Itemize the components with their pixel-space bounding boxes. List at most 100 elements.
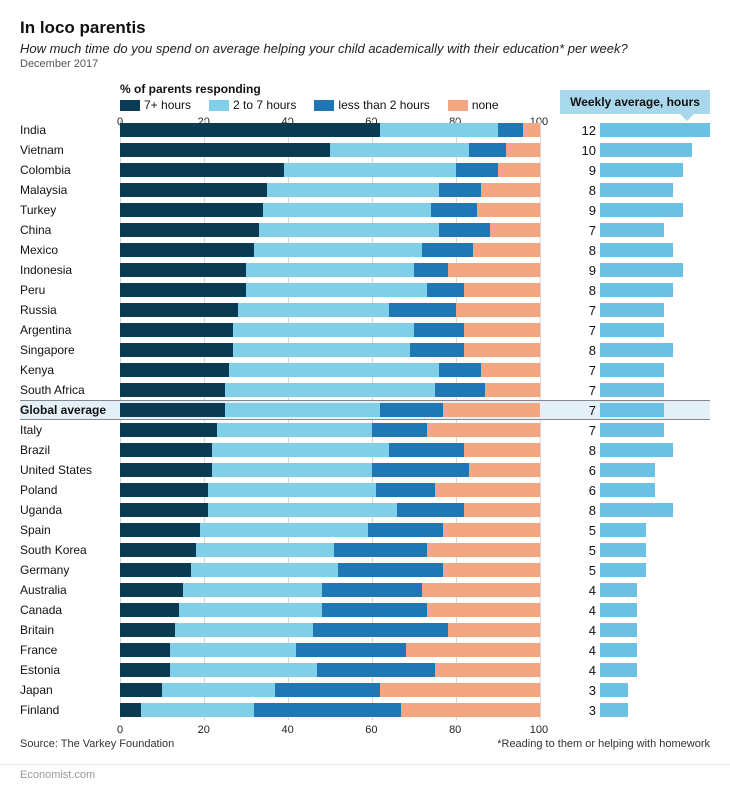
bar-segment <box>120 483 208 497</box>
chart-row: Kenya7 <box>20 360 710 380</box>
row-label: United States <box>20 463 120 477</box>
stacked-bar <box>120 163 540 177</box>
avg-value: 5 <box>560 543 600 558</box>
bar-segment <box>439 363 481 377</box>
avg-bar <box>600 383 664 397</box>
avg-bar <box>600 343 673 357</box>
bar-segment <box>254 703 401 717</box>
avg-bar-wrap <box>600 503 710 517</box>
chart-row: India12 <box>20 120 710 140</box>
bar-segment <box>435 663 540 677</box>
avg-value: 12 <box>560 123 600 138</box>
avg-bar-wrap <box>600 583 710 597</box>
chart-rows: India12Vietnam10Colombia9Malaysia8Turkey… <box>20 120 710 720</box>
stacked-bar <box>120 383 540 397</box>
bar-segment <box>456 303 540 317</box>
avg-value: 6 <box>560 463 600 478</box>
avg-bar <box>600 303 664 317</box>
avg-value: 6 <box>560 483 600 498</box>
avg-bar <box>600 243 673 257</box>
bar-segment <box>523 123 540 137</box>
row-label: Vietnam <box>20 143 120 157</box>
stacked-bar <box>120 123 540 137</box>
avg-bar-wrap <box>600 123 710 137</box>
stacked-bar <box>120 423 540 437</box>
bar-segment <box>431 203 477 217</box>
avg-bar-wrap <box>600 523 710 537</box>
bar-segment <box>120 123 380 137</box>
row-label: France <box>20 643 120 657</box>
chart-row: Peru8 <box>20 280 710 300</box>
stacked-bar <box>120 463 540 477</box>
avg-value: 4 <box>560 643 600 658</box>
bar-segment <box>170 643 296 657</box>
bar-segment <box>410 343 465 357</box>
bar-segment <box>313 623 447 637</box>
bar-segment <box>120 703 141 717</box>
bar-segment <box>481 183 540 197</box>
chart-row: Australia4 <box>20 580 710 600</box>
avg-bar <box>600 123 710 137</box>
avg-bar-wrap <box>600 143 710 157</box>
avg-bar <box>600 363 664 377</box>
row-label: Argentina <box>20 323 120 337</box>
avg-value: 5 <box>560 563 600 578</box>
avg-value: 9 <box>560 263 600 278</box>
chart-container: In loco parentis How much time do you sp… <box>0 0 730 758</box>
bar-segment <box>439 183 481 197</box>
chart-row: France 4 <box>20 640 710 660</box>
row-label: Spain <box>20 523 120 537</box>
brand-label: Economist.com <box>0 764 730 791</box>
avg-bar-wrap <box>600 563 710 577</box>
bar-segment <box>120 263 246 277</box>
bar-segment <box>120 323 233 337</box>
bar-segment <box>120 383 225 397</box>
bar-segment <box>217 423 372 437</box>
row-label: Uganda <box>20 503 120 517</box>
bar-segment <box>448 623 540 637</box>
avg-bar <box>600 143 692 157</box>
stacked-bar <box>120 203 540 217</box>
row-label: Singapore <box>20 343 120 357</box>
chart-row: Spain5 <box>20 520 710 540</box>
avg-value: 8 <box>560 183 600 198</box>
row-label: Brazil <box>20 443 120 457</box>
row-label: Finland <box>20 703 120 717</box>
bar-segment <box>439 223 489 237</box>
stacked-bar <box>120 583 540 597</box>
bar-segment <box>267 183 439 197</box>
row-label: Kenya <box>20 363 120 377</box>
avg-value: 7 <box>560 383 600 398</box>
bar-segment <box>200 523 368 537</box>
avg-bar-wrap <box>600 223 710 237</box>
avg-value: 3 <box>560 703 600 718</box>
stacked-bar <box>120 363 540 377</box>
bar-segment <box>120 443 212 457</box>
bar-segment <box>212 443 388 457</box>
bar-segment <box>380 123 498 137</box>
chart-row: United States 6 <box>20 460 710 480</box>
avg-bar-wrap <box>600 183 710 197</box>
avg-bar <box>600 423 664 437</box>
stacked-bar <box>120 703 540 717</box>
avg-bar <box>600 483 655 497</box>
bar-segment <box>175 623 314 637</box>
stacked-bar <box>120 303 540 317</box>
row-label: Germany <box>20 563 120 577</box>
avg-value: 3 <box>560 683 600 698</box>
chart-subtitle: How much time do you spend on average he… <box>20 41 710 56</box>
bar-segment <box>183 583 322 597</box>
chart-row: Estonia4 <box>20 660 710 680</box>
bar-segment <box>120 163 284 177</box>
chart-row: Indonesia9 <box>20 260 710 280</box>
avg-value: 7 <box>560 423 600 438</box>
avg-value: 4 <box>560 623 600 638</box>
avg-value: 7 <box>560 323 600 338</box>
bar-segment <box>443 563 540 577</box>
bar-segment <box>334 543 426 557</box>
row-label: Russia <box>20 303 120 317</box>
avg-bar <box>600 503 673 517</box>
row-label: Mexico <box>20 243 120 257</box>
bar-segment <box>464 343 540 357</box>
bar-segment <box>372 463 469 477</box>
